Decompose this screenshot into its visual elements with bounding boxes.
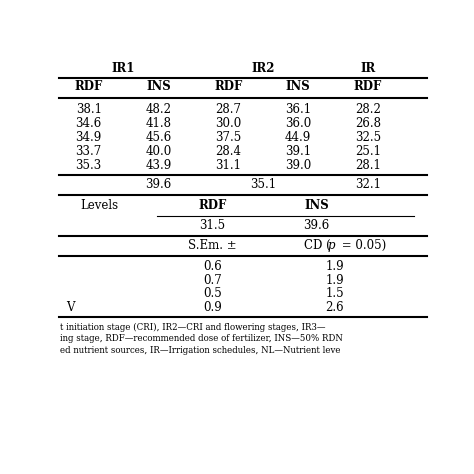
Text: INS: INS [304,199,329,212]
Text: 32.5: 32.5 [355,131,381,144]
Text: 28.7: 28.7 [215,103,241,116]
Text: IR: IR [360,62,375,75]
Text: IR1: IR1 [112,62,135,75]
Text: 39.6: 39.6 [303,219,329,232]
Text: 28.4: 28.4 [215,145,241,158]
Text: 28.1: 28.1 [355,159,381,172]
Text: RDF: RDF [354,80,382,93]
Text: 1.5: 1.5 [326,287,344,300]
Text: INS: INS [286,80,310,93]
Text: 35.3: 35.3 [75,159,102,172]
Text: CD (: CD ( [304,239,331,253]
Text: ed nutrient sources, IR—Irrigation schedules, NL—Nutrient leve: ed nutrient sources, IR—Irrigation sched… [61,346,341,355]
Text: 38.1: 38.1 [76,103,101,116]
Text: 28.2: 28.2 [355,103,381,116]
Text: IR2: IR2 [251,62,275,75]
Text: 32.1: 32.1 [355,178,381,191]
Text: 25.1: 25.1 [355,145,381,158]
Text: 37.5: 37.5 [215,131,241,144]
Text: 34.6: 34.6 [75,117,102,130]
Text: 44.9: 44.9 [285,131,311,144]
Text: ing stage, RDF—recommended dose of fertilizer, INS—50% RDN: ing stage, RDF—recommended dose of ferti… [61,334,343,343]
Text: 31.5: 31.5 [199,219,225,232]
Text: 1.9: 1.9 [326,260,344,273]
Text: 33.7: 33.7 [75,145,102,158]
Text: 31.1: 31.1 [215,159,241,172]
Text: 39.6: 39.6 [146,178,172,191]
Text: t initiation stage (CRI), IR2—CRI and flowering stages, IR3—: t initiation stage (CRI), IR2—CRI and fl… [61,322,326,331]
Text: 0.6: 0.6 [203,260,222,273]
Text: 45.6: 45.6 [146,131,172,144]
Text: RDF: RDF [198,199,227,212]
Text: 48.2: 48.2 [146,103,172,116]
Text: 36.1: 36.1 [285,103,311,116]
Text: 0.7: 0.7 [203,274,222,287]
Text: 0.9: 0.9 [203,301,222,314]
Text: 30.0: 30.0 [215,117,241,130]
Text: INS: INS [146,80,171,93]
Text: 26.8: 26.8 [355,117,381,130]
Text: V: V [66,301,75,314]
Text: 41.8: 41.8 [146,117,172,130]
Text: RDF: RDF [214,80,242,93]
Text: = 0.05): = 0.05) [338,239,386,253]
Text: 1.9: 1.9 [326,274,344,287]
Text: 40.0: 40.0 [146,145,172,158]
Text: 39.0: 39.0 [285,159,311,172]
Text: RDF: RDF [74,80,103,93]
Text: 2.6: 2.6 [326,301,344,314]
Text: p: p [328,239,335,253]
Text: 35.1: 35.1 [250,178,276,191]
Text: S.Em. ±: S.Em. ± [188,239,237,253]
Text: Levels: Levels [81,199,119,212]
Text: 34.9: 34.9 [75,131,102,144]
Text: 0.5: 0.5 [203,287,222,300]
Text: 43.9: 43.9 [146,159,172,172]
Text: 36.0: 36.0 [285,117,311,130]
Text: 39.1: 39.1 [285,145,311,158]
